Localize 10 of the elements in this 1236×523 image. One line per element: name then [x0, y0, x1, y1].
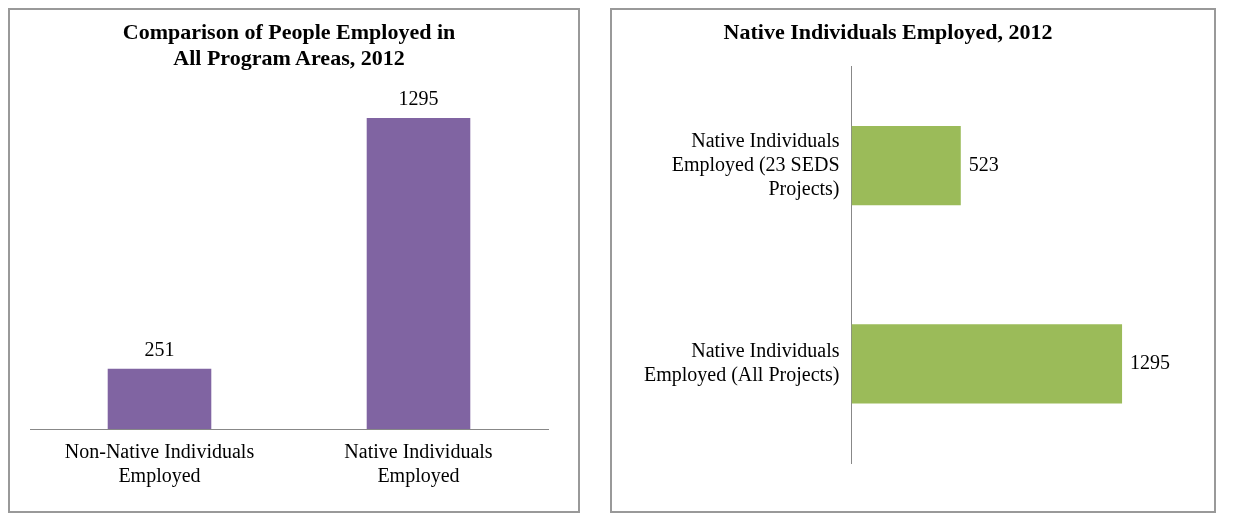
- y-tick-label: Native Individuals Employed (23 SEDS Projects): [671, 128, 840, 200]
- y-tick-label: Native Individuals Employed (All Projects): [643, 339, 840, 387]
- chart-title: Native Individuals Employed, 2012: [723, 18, 1053, 44]
- x-tick-label: Non-Native Individuals Employed: [64, 440, 255, 488]
- data-label: 1295: [1130, 351, 1171, 374]
- data-label: 1295: [398, 87, 439, 110]
- chart-title: Comparison of People Employed in All Program Areas, 2012: [122, 18, 456, 71]
- data-label: 523: [968, 152, 999, 175]
- x-tick-label: Native Individuals Employed: [344, 440, 493, 488]
- data-label: 251: [144, 337, 175, 360]
